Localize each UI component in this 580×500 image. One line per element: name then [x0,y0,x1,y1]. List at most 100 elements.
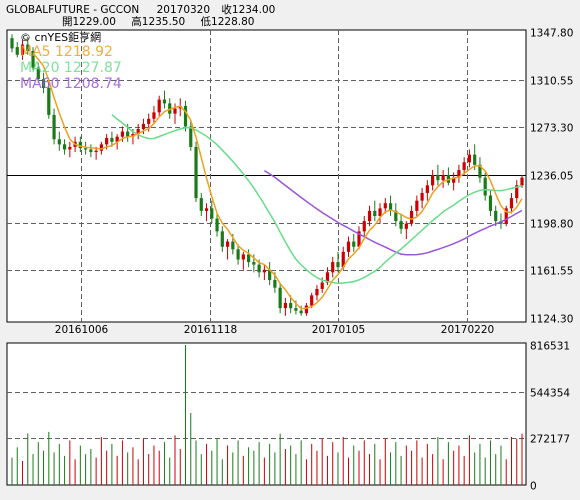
candle-body [268,269,272,280]
price-y-ticks: 1347.80 1310.55 1273.30 1236.05 1198.80 1161.… [530,28,573,326]
candle-body [289,303,293,309]
candle-body [36,67,40,80]
candle-body [409,210,414,224]
candle-body [41,79,46,89]
candle-body [494,210,498,222]
volume-y-tick-label: 272177 [530,434,570,446]
candle-body [315,288,319,296]
candle-body [105,137,109,145]
watermark: © cnYES鉅亨網 [20,30,101,44]
candle-body [199,198,203,211]
candle-body [183,105,188,127]
date-label: 20170320 [156,4,211,16]
candle-body [373,210,377,217]
volume-y-tick-label: 0 [530,481,537,493]
ma5-line [32,52,523,310]
candle-body [457,169,461,178]
candle-body [304,305,309,314]
price-y-tick-label: 1124.30 [530,314,573,326]
price-y-tick-label: 1198.80 [530,219,573,231]
candle-body [415,200,419,211]
candle-body [378,208,382,217]
candle-body [47,88,51,115]
candle-body [215,218,219,232]
candle-body [383,203,387,209]
x-tick-label: 20161006 [55,324,109,336]
candle-body [204,208,209,211]
candle-body [320,282,324,289]
candle-body [467,154,472,163]
candle-body [94,150,98,153]
close-label: 收1234.00 [221,4,276,16]
legend-ma20: MA20 1227.87 [20,60,122,76]
price-y-tick-label: 1236.05 [530,171,573,183]
candle-body [52,114,56,140]
candle-body [152,112,156,119]
x-ticks: 20161006 20161118 20170105 20170220 [55,324,494,336]
candle-body [367,210,372,222]
candle-body [278,287,282,309]
candle-body [110,137,114,142]
candle-body [515,185,519,199]
candle-body [225,241,230,247]
candle-body [220,231,224,247]
price-y-tick-label: 1273.30 [530,123,573,135]
candle-body [120,131,125,137]
volume-y-ticks: 816531 544354 272177 0 [530,341,570,493]
volume-panel [6,342,527,486]
volume-bars [11,345,523,485]
candle-body [162,99,167,104]
candle-body [399,221,403,229]
x-tick-label: 20170105 [312,324,365,336]
candle-body [173,108,177,114]
candle-body [352,241,356,247]
candle-body [388,203,393,211]
candle-body [441,175,445,181]
candle-body [436,175,440,181]
candle-body [115,136,119,142]
candle-body [168,103,172,114]
x-tick-label: 20161118 [184,324,237,336]
header-line-1: GLOBALFUTURE - GCCON 20170320 收1234.00 [6,2,275,17]
candle-body [189,126,193,147]
candle-body [241,254,245,260]
candle-body [483,177,487,196]
candle-body [425,185,429,193]
candle-body [431,175,435,186]
candle-body [246,254,251,263]
candle-body [357,231,361,247]
candle-body [31,50,35,68]
open-label: 開1229.00 [62,16,116,28]
candle-body [10,38,14,49]
candle-body [473,154,477,165]
candle-body [62,144,67,150]
candle-body [299,310,303,314]
candle-body [478,164,482,178]
candle-body [57,139,61,145]
candle-body [15,47,19,55]
candle-body [462,162,466,170]
candle-body [136,128,140,135]
volume-grid [7,392,526,439]
price-y-tick-label: 1310.55 [530,76,573,88]
candle-body [404,223,408,229]
candle-body [346,241,351,252]
volume-y-tick-label: 544354 [530,388,570,400]
volume-y-tick-label: 816531 [530,341,570,353]
candle-body [147,118,151,124]
candle-body [420,192,424,201]
candle-body [520,177,524,186]
price-y-tick-label: 1161.55 [530,266,573,278]
ma60-line [263,169,523,256]
header-line-2: 開1229.00 高1235.50 低1228.80 [62,14,254,29]
symbol-label: GLOBALFUTURE - GCCON [6,4,140,16]
candle-body [78,141,82,149]
candle-body [331,262,335,273]
candle-body [126,131,130,137]
candle-body [84,148,88,150]
low-label: 低1228.80 [200,16,255,28]
candle-body [362,221,366,232]
candle-body [452,177,456,183]
